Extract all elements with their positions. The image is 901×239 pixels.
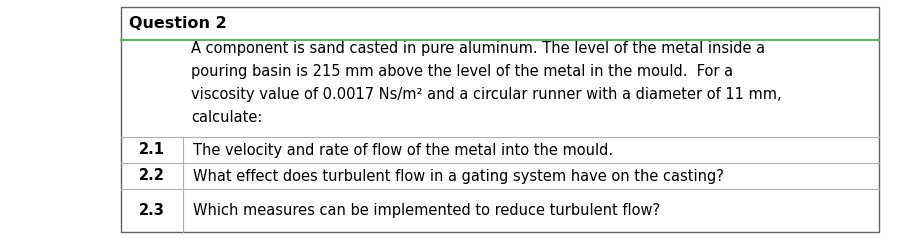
Text: Which measures can be implemented to reduce turbulent flow?: Which measures can be implemented to red… — [193, 203, 660, 218]
Text: 2.2: 2.2 — [139, 168, 165, 184]
Text: 2.3: 2.3 — [139, 203, 165, 218]
Text: The velocity and rate of flow of the metal into the mould.: The velocity and rate of flow of the met… — [193, 142, 613, 158]
Text: viscosity value of 0.0017 Ns/m² and a circular runner with a diameter of 11 mm,: viscosity value of 0.0017 Ns/m² and a ci… — [191, 87, 782, 102]
Text: pouring basin is 215 mm above the level of the metal in the mould.  For a: pouring basin is 215 mm above the level … — [191, 64, 733, 79]
Text: calculate:: calculate: — [191, 110, 262, 125]
Text: Question 2: Question 2 — [129, 16, 227, 31]
Bar — [121, 7, 879, 232]
Text: 2.1: 2.1 — [139, 142, 165, 158]
Text: What effect does turbulent flow in a gating system have on the casting?: What effect does turbulent flow in a gat… — [193, 168, 724, 184]
Text: A component is sand casted in pure aluminum. The level of the metal inside a: A component is sand casted in pure alumi… — [191, 41, 765, 56]
